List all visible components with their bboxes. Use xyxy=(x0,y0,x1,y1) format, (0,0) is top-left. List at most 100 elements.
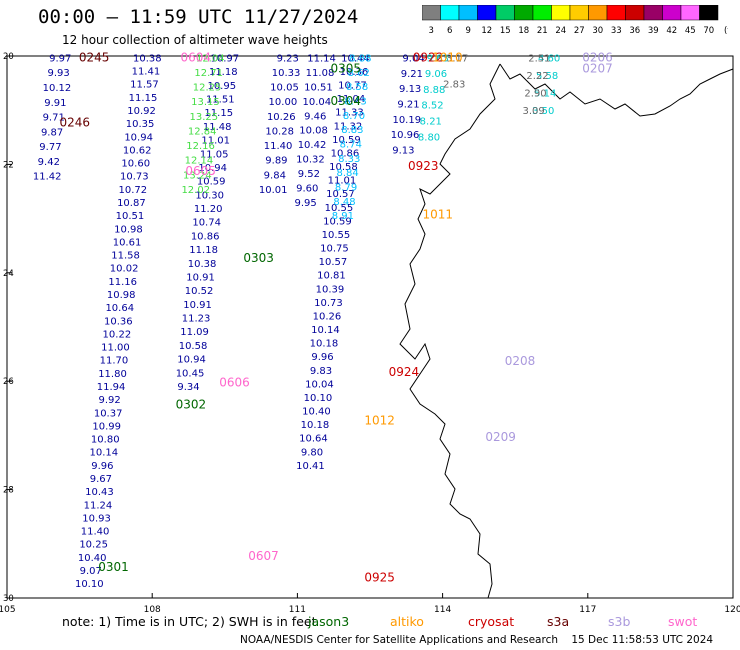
wave-height-value: 11.32 xyxy=(334,121,363,132)
wave-height-value: 10.98 xyxy=(107,290,136,301)
pass-time-label: 0209 xyxy=(485,430,516,444)
footer-note: note: 1) Time is in UTC; 2) SWH is in fe… xyxy=(62,614,317,629)
wave-height-value: 10.51 xyxy=(304,82,333,93)
wave-height-value: 10.44 xyxy=(341,53,370,64)
colorbar-tick-label: 21 xyxy=(537,26,548,36)
wave-height-value: 10.73 xyxy=(120,172,149,183)
colorbar-tick-label: 18 xyxy=(518,26,529,36)
wave-height-value: 10.02 xyxy=(110,264,139,275)
wave-height-value: 9.07 xyxy=(80,566,102,577)
satellite-legend-item: s3b xyxy=(608,614,631,629)
wave-height-value: 10.45 xyxy=(176,368,205,379)
wave-height-value: 9.23 xyxy=(277,53,299,64)
wave-height-value: 8.70 xyxy=(343,111,365,122)
wave-height-value: 10.28 xyxy=(265,126,294,137)
colorbar-unit-label: (ft) xyxy=(724,26,728,36)
wave-height-value: 10.08 xyxy=(299,126,328,137)
wave-height-value: 10.35 xyxy=(126,119,155,130)
wave-height-value: 10.86 xyxy=(331,148,360,159)
wave-height-value: 9.42 xyxy=(38,157,60,168)
wave-height-value: 10.94 xyxy=(124,132,153,143)
wave-height-value: 10.57 xyxy=(326,189,355,200)
wave-height-value: 9.96 xyxy=(91,461,113,472)
wave-height-value: 9.95 xyxy=(294,198,316,209)
pass-time-label: 1011 xyxy=(422,208,453,222)
wave-height-value: 9.34 xyxy=(177,382,199,393)
wave-height-value: 10.52 xyxy=(185,286,214,297)
colorbar-tick-label: 36 xyxy=(629,26,640,36)
wave-height-value: 11.40 xyxy=(81,527,110,538)
colorbar-swatch xyxy=(625,5,645,21)
colorbar-swatch xyxy=(680,5,700,21)
wave-height-value: 8.88 xyxy=(349,53,371,64)
wave-height-value: 9.52 xyxy=(298,169,320,180)
pass-time-label: 0246 xyxy=(59,115,90,129)
lon-tick-label: 117 xyxy=(579,605,596,614)
wave-height-value: 9.13 xyxy=(399,84,421,95)
pass-time-label: 0604 xyxy=(180,50,211,64)
colorbar-swatch xyxy=(422,5,441,21)
wave-height-value: 10.18 xyxy=(310,339,339,350)
lat-tick-label: 30 xyxy=(3,594,14,604)
wave-height-value: 10.37 xyxy=(94,408,123,419)
map-frame xyxy=(6,55,734,599)
wave-height-value: 12.14 xyxy=(185,156,214,167)
wave-height-value: 8.33 xyxy=(338,154,360,165)
lon-tick-label: 120 xyxy=(724,605,740,614)
lon-tick-label: 108 xyxy=(144,605,161,614)
wave-height-value: 10.62 xyxy=(123,145,152,156)
wave-height-value: 10.91 xyxy=(186,272,215,283)
wave-height-value: 10.40 xyxy=(302,407,331,418)
colorbar-tick-label: 3 xyxy=(429,26,434,36)
wave-height-value: 10.14 xyxy=(89,448,118,459)
credit-line: NOAA/NESDIS Center for Satellite Applica… xyxy=(240,634,714,646)
wave-height-value: 9.04 xyxy=(402,53,424,64)
pass-time-label: 0305 xyxy=(331,61,362,75)
wave-height-value: 10.93 xyxy=(82,513,111,524)
satellite-legend-item: s3a xyxy=(547,614,570,629)
wave-height-value: 9.89 xyxy=(265,156,287,167)
wave-height-value: 3.50 xyxy=(532,106,554,117)
wave-height-value: 11.16 xyxy=(108,277,137,288)
colorbar-tick-label: 70 xyxy=(703,26,714,36)
lat-tick-label: 26 xyxy=(3,377,14,387)
wave-height-value: 10.58 xyxy=(179,341,208,352)
wave-height-value: 8.74 xyxy=(340,139,362,150)
lat-tick-label: 24 xyxy=(3,269,14,279)
wave-height-value: 11.05 xyxy=(200,149,229,160)
wave-height-value: 9.71 xyxy=(43,113,65,124)
pass-time-label: 0245 xyxy=(79,50,110,64)
wave-height-value: 13.25 xyxy=(190,112,219,123)
colorbar-tick-label: 39 xyxy=(648,26,659,36)
wave-height-value: 9.87 xyxy=(41,127,63,138)
wave-height-value: 11.40 xyxy=(264,141,293,152)
wave-height-value: 5.58 xyxy=(536,71,558,82)
lat-tick-label: 28 xyxy=(3,486,14,496)
wave-height-value: 10.72 xyxy=(119,185,148,196)
wave-height-value: 8.43 xyxy=(344,96,366,107)
wave-height-value: 9.13 xyxy=(392,145,414,156)
wave-height-value: 10.77 xyxy=(338,81,367,92)
wave-height-value: 12.02 xyxy=(181,185,210,196)
wave-height-value: 10.59 xyxy=(197,177,226,188)
wave-height-value: 8.21 xyxy=(420,117,442,128)
wave-height-value: 11.48 xyxy=(203,122,232,133)
wave-height-value: 9.96 xyxy=(311,352,333,363)
wave-height-value: 11.57 xyxy=(130,80,159,91)
pass-time-label: 0605 xyxy=(185,164,216,178)
colorbar-tick-label: 6 xyxy=(447,26,452,36)
colorbar-swatch xyxy=(532,5,552,21)
wave-height-value: 10.59 xyxy=(332,135,361,146)
lat-tick-label: 22 xyxy=(3,160,14,170)
wave-height-value: 10.40 xyxy=(78,553,107,564)
wave-height-value: 10.22 xyxy=(103,329,132,340)
wave-height-value: 10.41 xyxy=(296,461,325,472)
wave-height-value: 10.04 xyxy=(302,97,331,108)
wave-height-value: 8.58 xyxy=(346,82,368,93)
wave-height-value: 10.94 xyxy=(177,355,206,366)
colorbar-tick-label: 33 xyxy=(611,26,622,36)
wave-height-value: 12.16 xyxy=(186,141,215,152)
pass-time-label: 0924 xyxy=(389,365,420,379)
wave-height-value: 9.80 xyxy=(301,447,323,458)
satellite-legend-item: altiko xyxy=(390,614,424,629)
